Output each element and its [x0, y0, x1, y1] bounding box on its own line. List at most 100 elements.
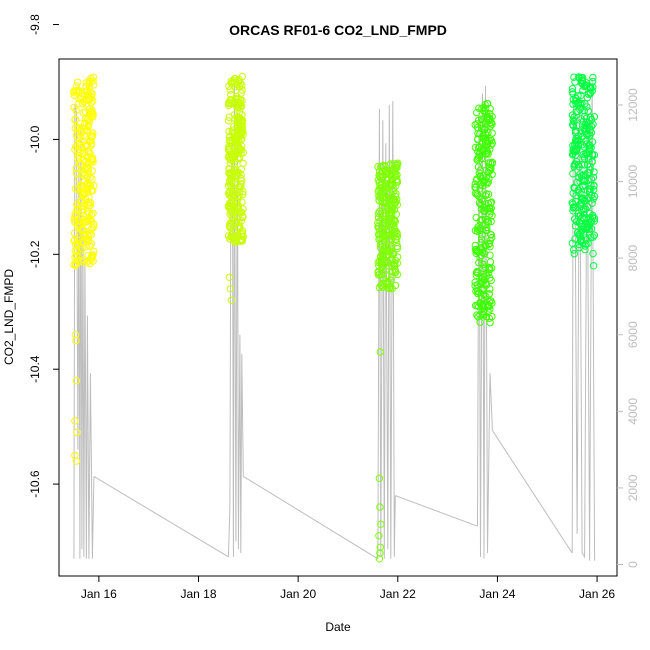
co2-points: [70, 72, 599, 563]
data-point: [586, 113, 595, 122]
data-point: [388, 214, 396, 223]
data-point: [84, 208, 92, 216]
data-point: [76, 141, 85, 150]
data-point: [577, 74, 586, 82]
data-point: [582, 213, 590, 222]
data-point: [231, 178, 239, 187]
data-point: [82, 79, 90, 87]
data-point: [80, 189, 89, 197]
data-point: [86, 150, 94, 158]
data-point: [474, 289, 482, 298]
x-tick-label: Jan 22: [380, 587, 416, 601]
data-point: [381, 215, 389, 224]
data-point: [378, 270, 386, 279]
data-point: [234, 155, 242, 163]
data-point: [379, 283, 388, 291]
data-point: [71, 417, 79, 425]
y2-tick-label: 12000: [626, 88, 640, 122]
data-point: [583, 150, 591, 158]
data-point: [376, 543, 384, 551]
data-point: [379, 194, 387, 202]
data-point: [377, 209, 385, 218]
data-point: [576, 99, 584, 108]
data-point: [471, 180, 479, 188]
data-point: [71, 124, 80, 132]
data-point: [72, 377, 81, 385]
data-point: [570, 73, 578, 81]
data-point: [392, 182, 400, 190]
data-point: [375, 555, 384, 563]
data-point: [576, 229, 584, 237]
x-axis: Jan 16 Jan 18 Jan 20 Jan 22 Jan 24 Jan 26: [81, 576, 615, 601]
data-point: [486, 258, 495, 266]
data-point: [235, 154, 244, 162]
data-point: [570, 215, 579, 223]
series-4: [471, 99, 497, 327]
data-point: [393, 244, 401, 253]
data-point: [570, 183, 578, 192]
data-point: [383, 265, 391, 273]
data-point: [570, 250, 578, 258]
x-axis-title: Date: [325, 620, 351, 634]
data-point: [589, 195, 597, 203]
data-point: [227, 178, 236, 187]
data-point: [73, 252, 81, 260]
data-point: [238, 86, 246, 94]
data-point: [78, 226, 86, 235]
data-point: [577, 172, 586, 180]
data-point: [582, 79, 591, 87]
data-point: [472, 176, 481, 184]
data-point: [471, 226, 480, 235]
data-point: [376, 549, 384, 557]
data-point: [73, 221, 82, 230]
data-point: [391, 265, 399, 273]
data-point: [588, 199, 596, 208]
data-point: [83, 181, 91, 189]
data-point: [375, 474, 384, 482]
x-tick-label: Jan 20: [280, 587, 316, 601]
data-point: [386, 160, 395, 168]
data-point: [589, 173, 598, 182]
altitude-connector: [243, 476, 379, 560]
data-point: [228, 99, 236, 108]
data-point: [239, 205, 247, 213]
y2-tick-label: 2000: [626, 474, 640, 501]
data-point: [477, 239, 485, 247]
data-point: [569, 149, 577, 158]
data-point: [79, 219, 88, 227]
data-point: [590, 151, 599, 159]
data-point: [229, 128, 237, 137]
data-point: [86, 242, 94, 250]
data-point: [481, 192, 490, 200]
data-point: [80, 215, 88, 224]
data-point: [224, 232, 233, 240]
data-point: [231, 115, 239, 123]
data-point: [485, 290, 493, 298]
data-point: [226, 210, 234, 219]
data-point: [86, 229, 94, 238]
y-axis-title: CO2_LND_FMPD: [2, 269, 16, 365]
data-point: [570, 117, 578, 126]
data-point: [475, 258, 483, 267]
data-point: [87, 137, 95, 145]
data-point: [580, 143, 588, 151]
data-point: [477, 216, 486, 224]
data-point: [488, 312, 496, 321]
data-point: [226, 285, 235, 293]
data-point: [484, 178, 492, 187]
data-point: [473, 108, 481, 117]
data-point: [83, 217, 92, 225]
data-point: [482, 139, 490, 147]
data-point: [82, 157, 90, 165]
data-point: [376, 257, 384, 265]
data-point: [577, 194, 585, 202]
data-point: [374, 163, 382, 171]
data-point: [574, 92, 582, 100]
data-point: [390, 198, 399, 207]
data-point: [393, 178, 402, 186]
data-point: [72, 457, 81, 465]
x-tick-label: Jan 16: [81, 587, 117, 601]
data-point: [375, 207, 384, 216]
data-point: [478, 273, 487, 282]
y2-axis: 0 2000 4000 6000 8000 10000 12000: [617, 88, 640, 568]
